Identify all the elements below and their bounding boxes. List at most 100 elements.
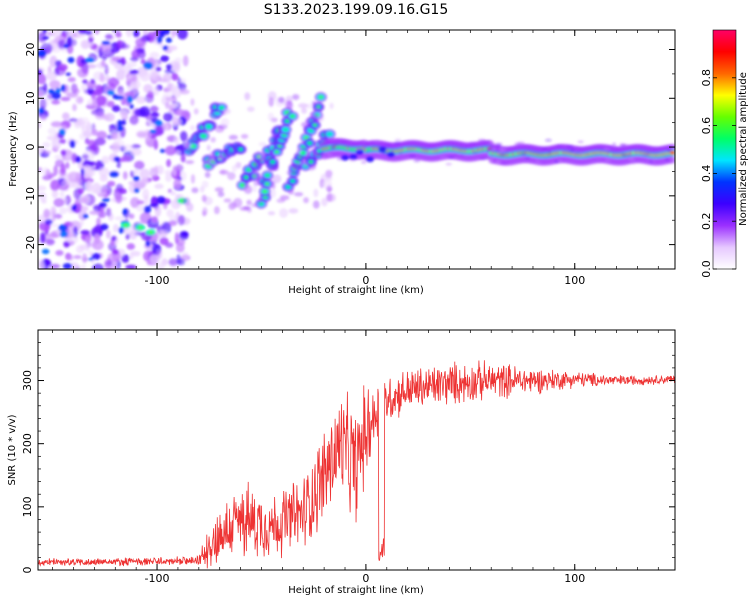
spectrogram-cell [570, 148, 575, 152]
spectrogram-cell [172, 166, 181, 171]
spectrogram-cell [175, 242, 185, 253]
spectrogram-cell [59, 190, 65, 198]
spectrogram-cell [557, 159, 562, 163]
spectrogram-cell [170, 30, 176, 39]
spectrogram-cell [154, 183, 164, 190]
spectrogram-cell [459, 154, 465, 158]
spectrogram-cell [180, 154, 186, 163]
spectrogram-cell [60, 96, 71, 102]
spectrogram-cell [146, 90, 155, 99]
spectrogram-cell [38, 73, 47, 85]
spectrogram-cell [83, 177, 94, 184]
spectrogram-cell [270, 160, 275, 164]
y-tick-label: 100 [21, 496, 34, 517]
spectrogram-cell [445, 162, 452, 166]
spectrogram-cell [286, 185, 291, 189]
spectrogram-cell [244, 92, 251, 101]
spectrogram-cell [117, 126, 124, 132]
spectrogram-cell [58, 128, 66, 136]
spectrogram-cell [246, 106, 255, 112]
spectrogram-cell [40, 97, 50, 108]
spectrogram-cell [163, 203, 168, 210]
spectrogram-cell [62, 112, 70, 121]
spectrogram-cell [265, 173, 270, 177]
spectrogram-cell [448, 155, 455, 159]
spectrogram-cell [50, 121, 63, 128]
spectrogram-cell [116, 119, 123, 128]
spectrogram-cell [126, 95, 133, 104]
spectrogram-cell [393, 141, 401, 145]
spectrogram-cell [66, 92, 79, 98]
spectrogram-cell [288, 208, 299, 214]
spectrogram-cell [138, 226, 143, 230]
spectrogram-cell [126, 61, 137, 68]
spectrogram-cell [98, 167, 109, 177]
spectrogram-cell [156, 35, 163, 44]
spectrogram-cell [88, 257, 93, 261]
spectrogram-cell [108, 124, 118, 129]
spectrogram-cell [362, 146, 367, 150]
spectrogram-cell [86, 170, 96, 177]
spectrogram-cell [154, 125, 164, 137]
spectrogram-cell [162, 93, 173, 98]
spectrogram-cell [39, 231, 46, 244]
spectrogram-cell [51, 189, 59, 199]
spectrogram-cell [378, 146, 387, 153]
spectrogram-cell [157, 262, 165, 269]
spectrogram-cell [68, 118, 78, 123]
spectrogram-cell [106, 89, 115, 96]
spectrogram-cell [50, 263, 61, 269]
spectrogram-cell [267, 112, 275, 121]
spectrogram-cell [162, 45, 169, 51]
spectrogram-cell [330, 146, 335, 150]
spectrogram-cell [322, 179, 333, 190]
spectrogram-cell [218, 153, 229, 160]
spectrogram-cell [666, 149, 672, 153]
spectrogram-cell [125, 30, 133, 38]
spectrogram-cell [312, 114, 320, 125]
spectrogram-cell [166, 63, 173, 71]
spectrogram-cell [163, 112, 174, 122]
spectrogram-cell [99, 174, 108, 182]
spectrogram-cell [478, 138, 486, 142]
spectrogram-cell [326, 153, 332, 157]
spectrogram-cell [270, 188, 276, 198]
spectrogram-cell [75, 156, 82, 164]
colorbar-tick-label: 0.0 [700, 260, 713, 278]
spectrogram-cell [545, 138, 552, 142]
spectrogram-cell [94, 30, 100, 35]
spectrogram-cell [179, 131, 188, 142]
spectrogram-cell [648, 160, 654, 164]
spectrogram-cell [96, 217, 101, 227]
spectrogram-cell [129, 255, 134, 260]
spectrogram-cell [116, 69, 126, 81]
spectrogram-cell [293, 192, 304, 197]
spectrogram-cell [514, 142, 521, 146]
spectrogram-cell [231, 164, 237, 173]
spectrogram-cell [41, 36, 50, 40]
colorbar-ticks: 0.0 0.2 0.4 0.6 0.8 [700, 69, 736, 278]
spectrogram-cell [42, 141, 51, 148]
spectrogram-cell [89, 185, 96, 194]
spectrogram-cell [180, 231, 189, 237]
spectrogram-cell [170, 191, 177, 196]
spectrogram-cell [51, 91, 61, 100]
spectrogram-cell [668, 155, 675, 164]
spectrogram-cell [91, 252, 101, 260]
spectrogram-cell [621, 153, 628, 157]
spectrogram-cell [58, 168, 67, 177]
spectrogram-cell [271, 165, 279, 172]
spectrogram-cell [243, 184, 253, 193]
spectrogram-cell [664, 157, 670, 161]
spectrogram-blobs [38, 30, 675, 269]
snr-plot-area [38, 330, 675, 570]
spectrogram-cell [158, 229, 168, 239]
spectrogram-cell [277, 144, 282, 148]
y-tick-label: 10 [24, 91, 37, 105]
spectrogram-cell [47, 127, 57, 135]
spectrogram-cell [50, 179, 60, 191]
spectrogram-cell [165, 145, 177, 156]
spectrogram-cell [81, 124, 89, 136]
spectrogram-cell [92, 98, 98, 108]
spectrogram-cell [135, 96, 146, 104]
